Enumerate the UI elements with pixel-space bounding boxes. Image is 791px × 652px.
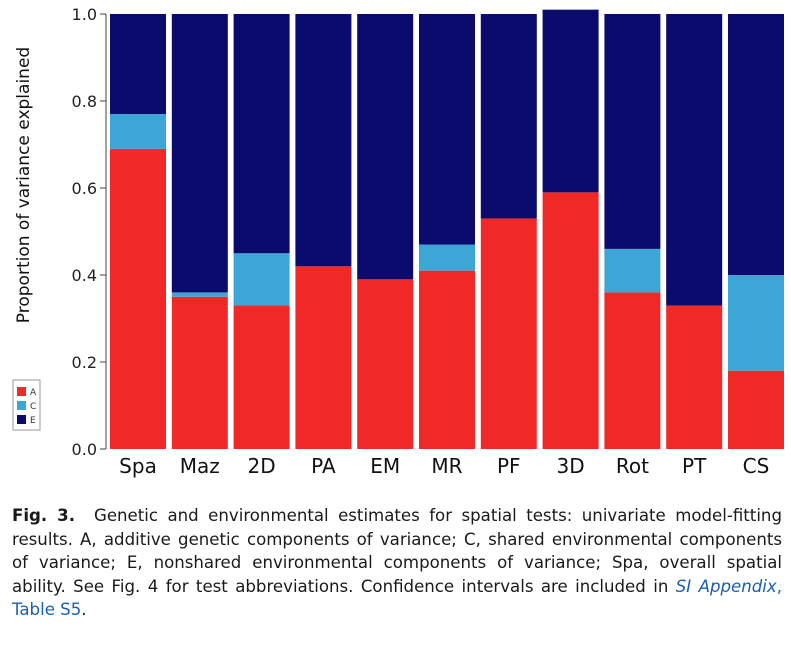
bar-segment-e	[542, 9, 599, 193]
bar-segment-c	[233, 253, 290, 306]
bar-segment-c	[604, 248, 661, 293]
x-tick-label: PF	[497, 454, 521, 478]
bar-segment-e	[666, 14, 723, 306]
bar-stack-2d	[233, 14, 290, 449]
legend-swatch	[17, 415, 26, 424]
bar-segment-a	[357, 279, 414, 449]
table-s5-link[interactable]: , Table S5	[12, 576, 782, 620]
y-axis-ticks: 0.0 0.2 0.4 0.6 0.8 1.0	[72, 5, 107, 459]
bar-stack-mr	[419, 14, 475, 449]
x-tick-label: PA	[311, 454, 336, 478]
x-tick-label: 2D	[248, 454, 276, 478]
bar-stack-em	[357, 14, 414, 449]
bar-stack-pa	[295, 14, 352, 449]
x-tick-label: Rot	[616, 454, 649, 478]
x-tick-label: Spa	[119, 454, 157, 478]
legend-swatch	[17, 401, 26, 410]
y-tick-label: 0.4	[72, 266, 97, 285]
bar-segment-c	[728, 275, 784, 371]
x-tick-label: EM	[370, 454, 400, 478]
bar-stack-pf	[480, 14, 537, 449]
bar-stack-3d	[542, 9, 599, 449]
figure-caption: Fig. 3. Genetic and environmental estima…	[12, 504, 782, 622]
legend: ACE	[12, 379, 41, 431]
y-tick-label: 0.0	[72, 440, 97, 459]
bar-segment-e	[480, 14, 537, 219]
legend-swatch	[17, 387, 26, 396]
y-axis-label: Proportion of variance explained	[14, 47, 34, 323]
caption-end: .	[81, 600, 87, 619]
bar-segment-e	[233, 14, 290, 254]
bar-segment-a	[110, 148, 166, 449]
y-tick-label: 0.2	[72, 353, 97, 372]
bar-segment-a	[419, 270, 475, 449]
bar-segment-e	[728, 14, 784, 275]
figure-label: Fig. 3.	[12, 506, 76, 525]
bar-stack-cs	[728, 14, 784, 449]
bar-segment-e	[419, 14, 475, 245]
bar-segment-e	[604, 14, 661, 249]
bar-segment-a	[542, 192, 599, 449]
bar-segment-a	[666, 305, 723, 449]
bar-segment-e	[171, 14, 228, 293]
bar-segment-a	[233, 305, 290, 449]
y-tick-label: 0.8	[72, 92, 97, 111]
x-tick-label: 3D	[557, 454, 585, 478]
bar-stack-pt	[666, 14, 723, 449]
x-tick-label: CS	[743, 454, 770, 478]
stacked-bar-chart: Proportion of variance explained 0.00.20…	[12, 5, 784, 478]
bar-segment-e	[295, 14, 352, 267]
caption-text: Genetic and environmental estimates for …	[12, 506, 782, 596]
legend-label: E	[30, 416, 36, 426]
x-tick-label: PT	[682, 454, 707, 478]
bar-segment-c	[419, 244, 475, 271]
x-tick-label: Maz	[180, 454, 220, 478]
bar-segment-a	[480, 218, 537, 449]
y-tick-label: 1.0	[72, 5, 97, 24]
x-axis-labels: Spa Maz 2D PA EM MR PF 3D Rot PT CS	[119, 454, 769, 478]
bar-segment-e	[110, 14, 166, 115]
bar-segment-a	[171, 296, 228, 449]
bar-segment-a	[604, 292, 661, 449]
bar-segment-a	[295, 266, 352, 449]
bar-segment-c	[171, 292, 228, 297]
bar-segment-c	[110, 114, 166, 149]
si-appendix-link[interactable]: SI Appendix	[675, 576, 777, 596]
bar-segment-a	[728, 370, 784, 449]
bar-stack-maz	[171, 14, 228, 449]
bars	[110, 9, 784, 449]
legend-label: A	[30, 388, 37, 398]
bar-stack-rot	[604, 14, 661, 449]
bar-stack-spa	[110, 14, 166, 449]
x-tick-label: MR	[431, 454, 462, 478]
bar-segment-e	[357, 14, 414, 280]
legend-label: C	[30, 402, 36, 412]
y-tick-label: 0.6	[72, 179, 97, 198]
